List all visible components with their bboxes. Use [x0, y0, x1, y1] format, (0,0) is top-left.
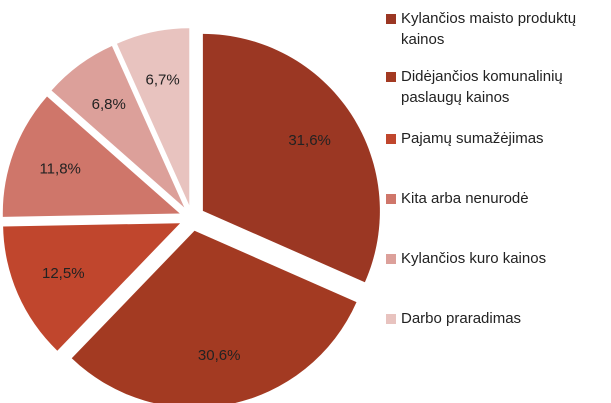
legend-swatch — [386, 72, 396, 82]
data-label: 6,7% — [146, 72, 180, 89]
legend-swatch — [386, 134, 396, 144]
legend-swatch — [386, 254, 396, 264]
data-label: 30,6% — [198, 347, 241, 364]
legend-swatch — [386, 14, 396, 24]
data-label: 6,8% — [92, 96, 126, 113]
pie-slice — [51, 45, 185, 208]
legend-item: Pajamų sumažėjimas — [386, 128, 544, 149]
pie-slice — [116, 28, 190, 206]
data-label: 11,8% — [39, 161, 80, 178]
pie-slice — [3, 223, 181, 351]
legend-item: Kita arba nenurodė — [386, 188, 529, 209]
legend-swatch — [386, 194, 396, 204]
data-label: 12,5% — [42, 265, 85, 282]
legend-item: Didėjančios komunalinių paslaugų kainos — [386, 66, 608, 108]
pie-slice — [2, 96, 180, 217]
legend-swatch — [386, 314, 396, 324]
legend-item: Kylančios maisto produktų kainos — [386, 8, 608, 50]
legend-label: Kylančios maisto produktų kainos — [401, 10, 577, 48]
data-label: 31,6% — [288, 132, 331, 149]
legend-label: Darbo praradimas — [401, 310, 522, 327]
legend-item: Darbo praradimas — [386, 308, 521, 329]
legend-item: Kylančios kuro kainos — [386, 248, 546, 269]
legend-label: Didėjančios komunalinių paslaugų kainos — [401, 68, 563, 106]
pie-slice — [202, 33, 380, 283]
legend-label: Kylančios kuro kainos — [401, 250, 547, 267]
legend-label: Kita arba nenurodė — [401, 190, 529, 207]
legend-label: Pajamų sumažėjimas — [401, 130, 544, 147]
pie-slice — [71, 230, 357, 403]
pie-area: 31,6% 30,6% 12,5% 11,8% 6,8% 6,7% — [2, 28, 380, 403]
